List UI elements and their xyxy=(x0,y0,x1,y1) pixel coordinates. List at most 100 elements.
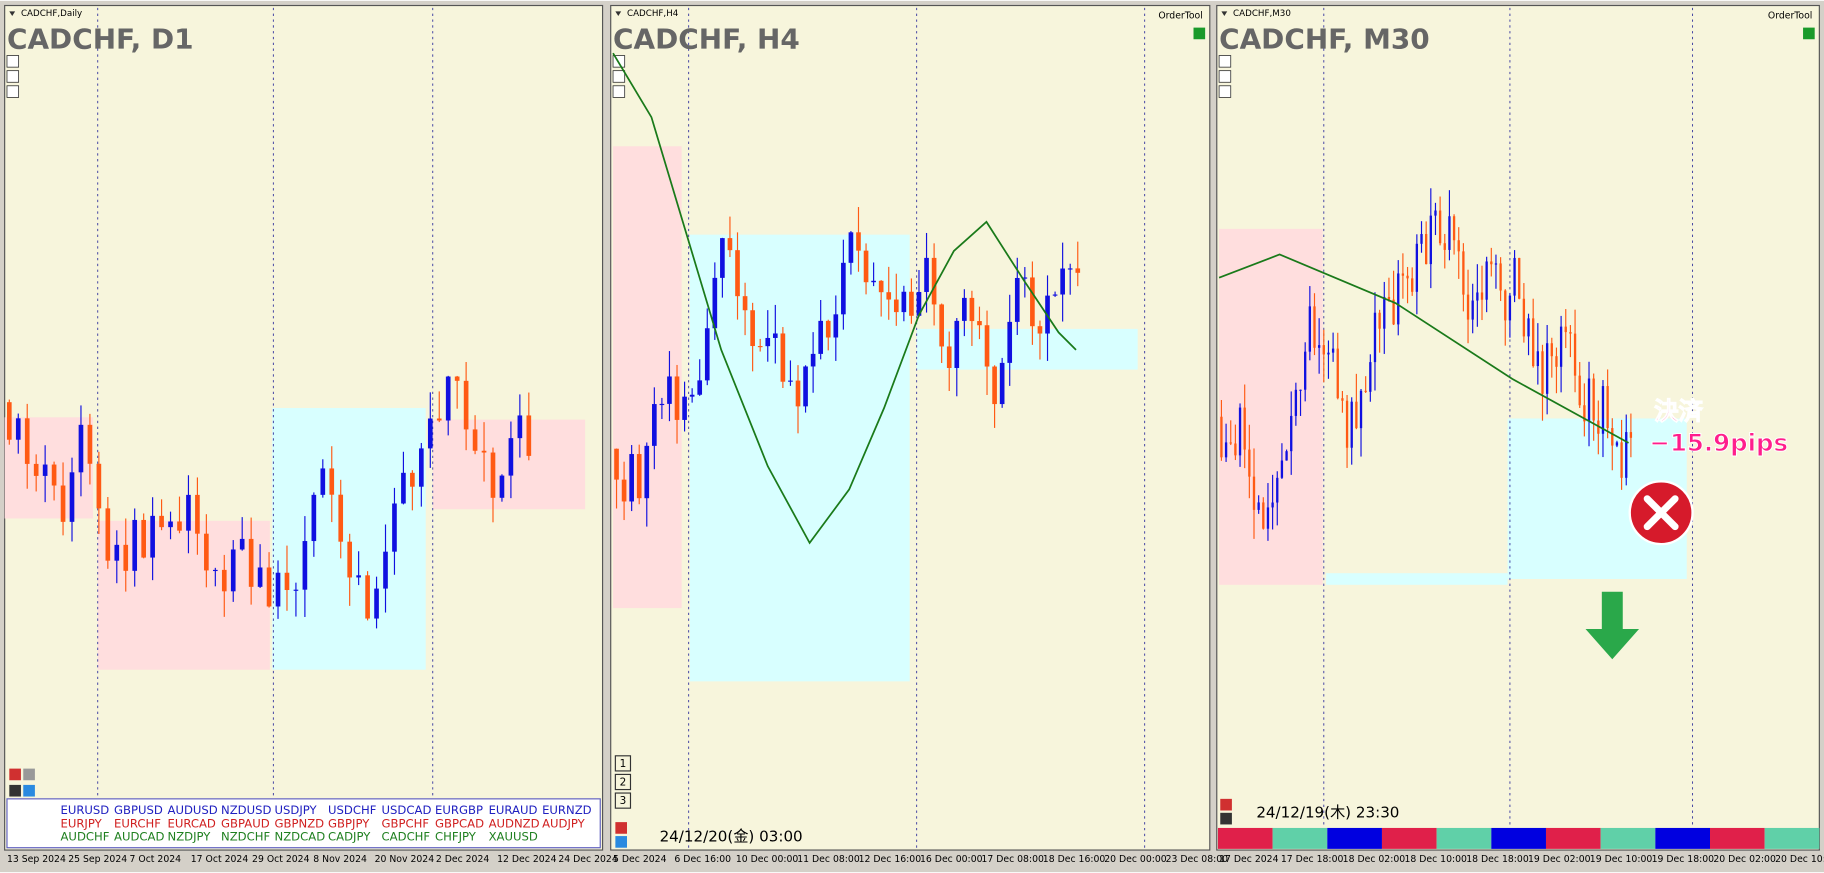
candle-body xyxy=(772,333,778,338)
candle-body xyxy=(765,337,771,347)
candle-body xyxy=(239,538,245,550)
chart-panel: CADCHF,Daily CADCHF, D1 xyxy=(4,4,604,851)
candle-body xyxy=(1494,263,1498,265)
candle-body xyxy=(1583,405,1586,422)
timestamp: 24/12/19(木) 23:30 xyxy=(1256,803,1399,821)
candle-body xyxy=(1350,401,1353,448)
zone-box xyxy=(916,328,1138,370)
candle-body xyxy=(1480,292,1484,300)
candle-body xyxy=(909,291,914,316)
number-button-label: 3 xyxy=(620,795,627,807)
candle-body xyxy=(1238,407,1242,456)
zone-box xyxy=(272,408,426,670)
candle-body xyxy=(954,320,960,368)
candle-body xyxy=(803,366,808,407)
candle-body xyxy=(1499,263,1502,291)
symbol-button: EURUSD xyxy=(60,803,109,817)
candle-body xyxy=(401,472,406,504)
candle-body xyxy=(275,572,281,607)
candle-body xyxy=(1383,296,1386,329)
candle-body xyxy=(629,454,634,502)
candle-body xyxy=(1592,378,1595,421)
candle-body xyxy=(1466,294,1470,320)
candle-body xyxy=(1471,300,1474,320)
candle-body xyxy=(266,567,272,607)
symbol-button: USDCHF xyxy=(328,803,377,817)
candle-body xyxy=(1578,375,1581,406)
number-button xyxy=(614,792,632,809)
x-tick-label: 17 Dec 08:00 xyxy=(981,854,1044,865)
candle-body xyxy=(1443,243,1446,250)
candle-body xyxy=(636,454,642,499)
candle-body xyxy=(1378,312,1381,329)
symbol-button: GBPJPY xyxy=(328,816,370,830)
annotation-text: 決済 xyxy=(1654,397,1703,426)
menu-arrow xyxy=(615,11,622,16)
x-tick-label: 16 Dec 00:00 xyxy=(920,854,983,865)
ctrl-button xyxy=(615,836,627,848)
candle-body xyxy=(427,418,433,449)
x-tick-label: 29 Oct 2024 xyxy=(252,854,310,865)
candle-body xyxy=(999,362,1005,405)
menu-arrow xyxy=(1221,11,1228,16)
candle-body xyxy=(123,544,129,571)
candle-body xyxy=(1550,343,1553,357)
x-tick-label: 13 Sep 2024 xyxy=(7,854,66,865)
number-button xyxy=(614,773,632,791)
x-tick-label: 17 Oct 2024 xyxy=(191,854,249,865)
candle-body xyxy=(735,250,740,297)
candle-body xyxy=(1569,332,1572,334)
candle-body xyxy=(1601,386,1605,434)
candle-body xyxy=(1536,351,1539,367)
x-tick-label: 2 Dec 2024 xyxy=(436,854,490,865)
timestamp: 24/12/20(金) 03:00 xyxy=(660,828,803,846)
symbol-button: GBPCHF xyxy=(382,816,430,830)
candle-body xyxy=(1559,326,1563,367)
candle-body xyxy=(508,438,514,476)
x-tick-label: 17 Dec 2024 xyxy=(1219,854,1278,865)
symbol-button: GBPAUD xyxy=(221,816,270,830)
candle-body xyxy=(356,575,361,578)
session-strip xyxy=(1436,827,1492,849)
candle-body xyxy=(727,238,733,251)
candle-body xyxy=(1317,345,1321,348)
candle-body xyxy=(517,415,523,439)
chart-label: CADCHF,Daily xyxy=(21,9,82,19)
session-strip xyxy=(1655,827,1710,849)
candle-body xyxy=(186,494,191,531)
candle-body xyxy=(78,424,84,473)
candle-body xyxy=(132,519,138,571)
candle-body xyxy=(1067,268,1073,270)
candle-body xyxy=(1555,356,1558,367)
candle-body xyxy=(1345,400,1349,448)
candle-body xyxy=(15,418,21,440)
symbol-button: EURAUD xyxy=(489,803,538,817)
x-tick-label: 19 Dec 10:00 xyxy=(1590,854,1653,865)
x-tick-label: 7 Oct 2024 xyxy=(130,854,182,865)
candle-body xyxy=(6,402,12,440)
candle-body xyxy=(1022,277,1028,279)
candle-body xyxy=(1485,261,1488,300)
candle-body xyxy=(750,310,755,347)
candle-body xyxy=(1438,210,1442,244)
candle-body xyxy=(1429,215,1432,265)
candle-body xyxy=(1387,296,1391,300)
symbol-button: NZDUSD xyxy=(221,803,271,817)
candle-body xyxy=(1462,251,1465,295)
candle-body xyxy=(1037,326,1043,334)
candle-body xyxy=(652,404,657,446)
order-tool: OrderTool xyxy=(1158,10,1202,21)
candle-body xyxy=(24,418,30,464)
symbol-button: EURNZD xyxy=(542,803,592,817)
candle-body xyxy=(392,503,397,552)
candle-body xyxy=(614,448,619,480)
candle-body xyxy=(419,448,424,487)
candle-body xyxy=(871,280,876,283)
moving-average xyxy=(1218,253,1629,444)
x-tick-label: 20 Dec 00:00 xyxy=(1104,854,1167,865)
candle-body xyxy=(338,494,344,542)
x-tick-label: 12 Dec 2024 xyxy=(497,854,556,865)
scale-button xyxy=(6,70,20,83)
candle-body xyxy=(969,297,975,322)
x-tick-label: 19 Dec 18:00 xyxy=(1652,854,1715,865)
